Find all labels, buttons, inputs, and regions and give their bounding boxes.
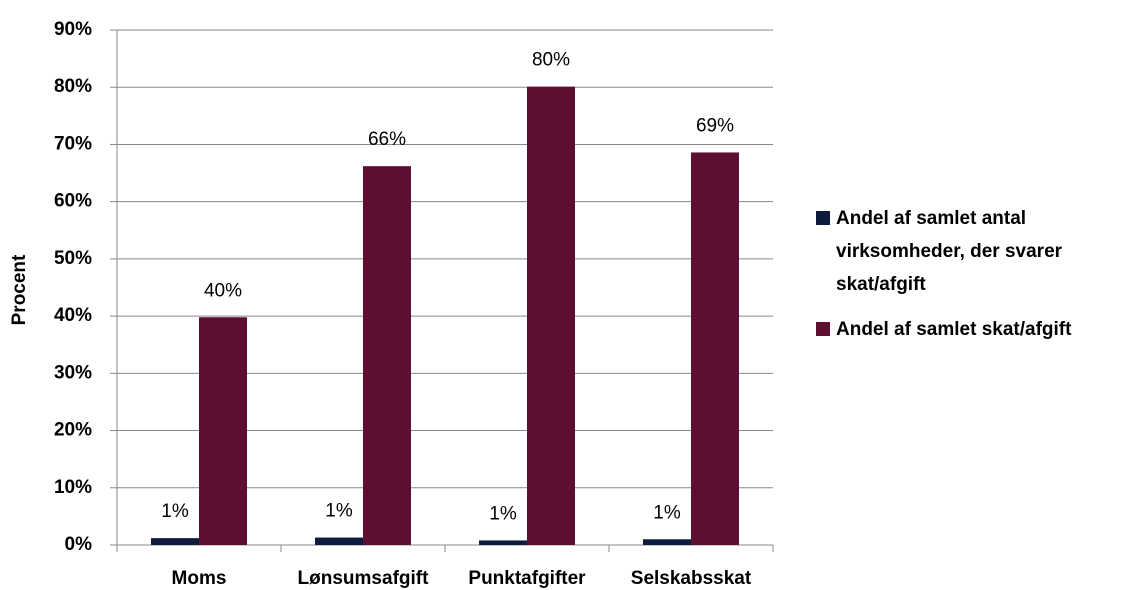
x-tick-label: Moms — [172, 568, 227, 589]
value-label: 69% — [696, 115, 734, 136]
bar — [363, 166, 411, 545]
legend-entry: Andel af samlet antal virksomheder, der … — [816, 202, 1126, 301]
y-tick-label: 40% — [54, 305, 92, 326]
bar — [151, 538, 199, 545]
y-tick-label: 90% — [54, 19, 92, 40]
y-tick-label: 0% — [65, 534, 93, 555]
y-tick-label: 50% — [54, 248, 92, 269]
value-label: 1% — [325, 501, 353, 522]
bar — [527, 86, 575, 546]
y-tick-label: 60% — [54, 191, 92, 212]
value-label: 1% — [653, 502, 681, 523]
y-tick-label: 70% — [54, 133, 92, 154]
legend-swatch — [816, 211, 830, 225]
bar — [315, 537, 363, 545]
legend-label: Andel af samlet antal virksomheder, der … — [836, 208, 1063, 295]
value-label: 1% — [489, 503, 517, 524]
y-axis-label: Procent — [9, 254, 30, 325]
y-tick-label: 20% — [54, 420, 92, 441]
value-label: 80% — [532, 50, 570, 71]
x-tick-label: Selskabsskat — [631, 568, 752, 589]
value-label: 1% — [161, 501, 189, 522]
y-tick-label: 10% — [54, 477, 92, 498]
bar — [479, 540, 527, 545]
y-tick-label: 30% — [54, 362, 92, 383]
legend-label: Andel af samlet skat/afgift — [836, 319, 1072, 340]
legend: Andel af samlet antal virksomheder, der … — [816, 202, 1126, 358]
bar — [691, 152, 739, 545]
value-label: 40% — [204, 280, 242, 301]
legend-swatch — [816, 322, 830, 336]
value-label: 66% — [368, 129, 406, 150]
bar — [199, 317, 247, 545]
y-tick-label: 80% — [54, 76, 92, 97]
x-tick-label: Punktafgifter — [468, 568, 586, 589]
bar — [643, 539, 691, 545]
x-tick-label: Lønsumsafgift — [298, 568, 430, 589]
legend-entry: Andel af samlet skat/afgift — [816, 313, 1126, 346]
